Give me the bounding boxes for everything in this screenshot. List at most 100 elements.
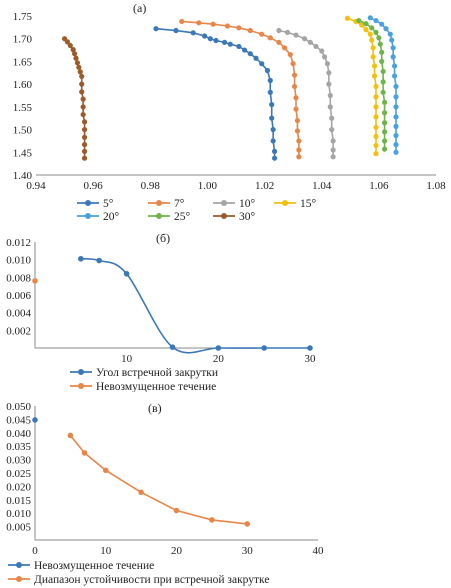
- data-point: [78, 255, 84, 262]
- data-point: [294, 128, 301, 134]
- data-point: [290, 61, 296, 67]
- data-point: [301, 36, 308, 42]
- data-point: [381, 146, 388, 152]
- data-point: [373, 83, 379, 90]
- data-point: [373, 94, 379, 100]
- legend-marker: [156, 200, 162, 206]
- data-point: [329, 115, 335, 121]
- data-point: [270, 138, 276, 144]
- panel-label-b: (б): [156, 232, 170, 245]
- data-point: [80, 111, 86, 118]
- data-point: [380, 89, 386, 95]
- data-point: [367, 31, 373, 37]
- data-point: [190, 30, 196, 36]
- chart-c: (в) 0 10 20 30 400.0050.0100.0150.0200.0250.…: [6, 401, 324, 586]
- panel-label-c: (в): [148, 401, 162, 415]
- y-tick-label: 1.75: [13, 11, 33, 23]
- data-point: [393, 141, 399, 148]
- data-point: [393, 114, 399, 120]
- data-point: [371, 63, 378, 69]
- data-point: [324, 61, 331, 67]
- data-point: [363, 27, 369, 33]
- data-point: [213, 37, 219, 44]
- y-tick-label: 0.002: [6, 325, 31, 337]
- data-point: [210, 21, 216, 27]
- y-tick-label: 0.012: [6, 237, 31, 249]
- x-tick-label: 1.06: [369, 180, 389, 192]
- legend-entry: Угол встречной закрутки: [96, 367, 218, 379]
- data-point: [32, 417, 38, 423]
- y-tick-label: 0.025: [6, 468, 31, 480]
- data-point: [383, 26, 389, 32]
- y-tick-label: 0.045: [6, 414, 31, 426]
- data-point: [373, 124, 379, 130]
- legend-marker: [85, 200, 91, 206]
- data-point: [296, 147, 302, 153]
- legend-marker: [78, 369, 84, 375]
- data-point: [173, 27, 179, 34]
- data-point: [70, 47, 76, 53]
- y-tick-label: 0.010: [6, 255, 31, 267]
- data-point: [67, 432, 74, 439]
- data-point: [327, 104, 333, 110]
- data-point: [196, 20, 202, 26]
- data-point: [81, 126, 88, 133]
- legend-marker: [16, 576, 22, 582]
- data-point: [373, 29, 379, 35]
- y-tick-label: 1.55: [13, 102, 33, 114]
- data-point: [96, 257, 102, 264]
- data-point: [327, 92, 333, 99]
- y-tick-label: 0.005: [6, 522, 31, 534]
- data-point: [247, 51, 253, 57]
- legend-entry: Диапазон устойчивости при встречной закр…: [34, 574, 269, 586]
- data-point: [393, 94, 399, 100]
- y-tick-label: 1.65: [13, 56, 33, 68]
- data-point: [319, 48, 325, 54]
- data-point: [102, 467, 109, 474]
- x-tick-label: 0.96: [84, 180, 104, 192]
- y-tick-label: 0.030: [6, 455, 31, 467]
- data-point: [326, 81, 332, 87]
- x-tick-label: 30: [242, 545, 254, 557]
- data-point: [381, 129, 388, 135]
- y-tick-label: 0.006: [6, 290, 31, 302]
- y-tick-label: 0.010: [6, 508, 31, 520]
- data-point: [381, 120, 388, 126]
- data-point: [381, 110, 388, 116]
- x-tick-label: 1.08: [426, 180, 446, 192]
- data-point: [287, 52, 293, 58]
- chart-a: (а) 0.94 0.96 0.98 1.00 1.02 1.04 1.06 1.08 1.40…: [13, 1, 446, 223]
- y-tick-label: 1.40: [13, 170, 33, 182]
- data-point: [373, 133, 379, 139]
- data-point: [77, 69, 83, 75]
- data-point: [369, 25, 375, 31]
- data-point: [391, 73, 398, 79]
- legend-marker: [282, 200, 288, 206]
- data-point: [209, 517, 215, 523]
- chart-b: (б) 10 20 30 0.002 0.004 0.006 0.008 0.010 0.012…: [6, 232, 316, 392]
- series-line-1: [69, 434, 248, 525]
- data-point: [79, 81, 85, 87]
- data-point: [377, 41, 383, 47]
- data-point: [307, 39, 313, 45]
- x-tick-label: 0: [32, 545, 38, 557]
- y-tick-label: 1.50: [13, 125, 33, 137]
- data-point: [80, 104, 86, 110]
- data-point: [380, 79, 386, 85]
- data-point: [379, 49, 385, 55]
- y-tick-label: 1.45: [13, 147, 33, 159]
- data-point: [215, 345, 222, 351]
- legend-marker: [156, 213, 162, 219]
- y-tick-label: 0.004: [6, 308, 31, 320]
- data-point: [73, 55, 79, 61]
- legend-marker: [221, 200, 227, 206]
- data-point: [270, 126, 276, 133]
- x-tick-label: 20: [213, 353, 225, 365]
- data-point: [236, 25, 242, 31]
- data-point: [79, 73, 85, 80]
- data-point: [391, 63, 398, 69]
- data-point: [224, 23, 231, 29]
- data-point: [344, 15, 351, 21]
- data-point: [330, 147, 336, 153]
- x-tick-label: 1.00: [198, 180, 218, 192]
